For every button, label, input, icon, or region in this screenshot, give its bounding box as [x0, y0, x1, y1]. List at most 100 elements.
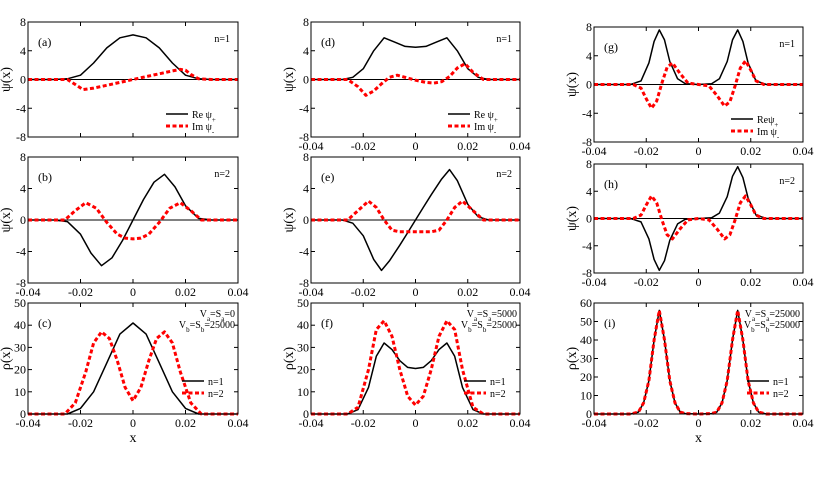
y-tick-label: -4: [582, 239, 592, 253]
plot-frame: [310, 156, 521, 284]
x-tick-label: 0.04: [510, 416, 531, 430]
y-tick-label: 30: [14, 340, 26, 354]
legend-label: Reψ+: [757, 115, 778, 129]
n-label: n=2: [496, 169, 512, 180]
x-tick-label: 0.02: [457, 139, 478, 153]
y-tick-label: -8: [582, 266, 592, 280]
x-tick-label: -0.04: [299, 285, 324, 299]
y-tick-label: -4: [16, 101, 26, 115]
y-tick-label: 4: [20, 182, 26, 196]
y-axis-label: ρ(x): [282, 347, 297, 371]
y-axis-label: ψ(x): [0, 207, 14, 232]
x-tick-label: 0.02: [175, 285, 196, 299]
legend-label: n=2: [490, 389, 506, 400]
x-tick-label: 0.02: [740, 144, 761, 158]
series-line-dashed: [28, 330, 238, 416]
y-axis-label: ψ(x): [565, 72, 580, 97]
x-tick-label: 0: [696, 416, 702, 430]
y-tick-label: 4: [303, 44, 309, 58]
legend-label: Re ψ+: [474, 110, 498, 124]
chart-panel-i: -0.04 -0.02 0 0.02 0.04 0 10 20 30 40 50 60 ρ(x) x (i)…: [565, 296, 814, 446]
y-tick-label: 0: [303, 73, 309, 87]
y-tick-label: 60: [580, 296, 592, 310]
y-tick-label: 8: [303, 150, 309, 164]
y-tick-label: 30: [580, 352, 592, 366]
parameter-annotation: Va=Sa=0: [200, 309, 235, 323]
y-tick-label: -8: [299, 130, 309, 144]
parameter-annotation: Va=Sa=25000: [745, 309, 800, 323]
chart-panel-e: -0.04 -0.02 0 0.02 0.04 -8 -4 0 4 8 ψ(x) (e) n=2: [282, 150, 531, 299]
y-tick-label: 40: [297, 318, 309, 332]
y-tick-label: 8: [20, 15, 26, 29]
plot-frame: [27, 302, 239, 415]
series-line-solid: [594, 165, 803, 272]
y-tick-label: 50: [297, 296, 309, 310]
series-line-dashed: [311, 319, 520, 416]
y-axis-label: ρ(x): [565, 347, 580, 371]
y-tick-label: -4: [582, 106, 592, 120]
y-tick-label: -4: [299, 101, 309, 115]
x-axis-label: x: [695, 431, 702, 446]
y-tick-label: -8: [16, 276, 26, 290]
parameter-annotation: Vb=Sb=25000: [461, 320, 517, 334]
y-tick-label: 0: [586, 212, 592, 226]
y-tick-label: 0: [20, 407, 26, 421]
x-tick-label: 0: [413, 416, 419, 430]
x-tick-label: 0: [696, 275, 702, 289]
y-axis-label: ψ(x): [0, 67, 14, 92]
y-tick-label: 30: [297, 340, 309, 354]
x-tick-label: 0.04: [793, 275, 814, 289]
panel-label: (i): [604, 316, 615, 330]
x-tick-label: -0.02: [68, 416, 93, 430]
panel-label: (b): [38, 170, 52, 184]
x-tick-label: -0.04: [16, 285, 41, 299]
panel-label: (a): [38, 35, 51, 49]
plot-frame: [310, 302, 521, 415]
x-tick-label: -0.04: [582, 275, 607, 289]
x-tick-label: -0.02: [634, 144, 659, 158]
x-tick-label: 0.02: [740, 416, 761, 430]
y-tick-label: 50: [14, 296, 26, 310]
panel-label: (h): [604, 177, 618, 191]
y-tick-label: 20: [14, 363, 26, 377]
series-line-solid: [594, 29, 803, 86]
y-tick-label: 0: [303, 213, 309, 227]
x-tick-label: 0.02: [740, 275, 761, 289]
x-tick-label: 0: [696, 144, 702, 158]
x-tick-label: 0: [130, 285, 136, 299]
x-tick-label: -0.04: [582, 416, 607, 430]
y-tick-label: 8: [20, 150, 26, 164]
series-line-dashed: [311, 199, 520, 234]
legend-label: Re ψ+: [192, 110, 216, 124]
x-axis-label: x: [130, 431, 137, 446]
legend-label: n=1: [773, 377, 789, 388]
y-tick-label: 10: [580, 389, 592, 403]
y-axis-label: ψ(x): [565, 206, 580, 231]
chart-panel-g: -0.04 -0.02 0 0.02 0.04 -8 -4 0 4 8 ψ(x) (g) n=1 Reψ+…: [565, 20, 814, 158]
y-tick-label: 4: [303, 182, 309, 196]
series-line-solid: [28, 34, 238, 81]
chart-panel-d: -0.04 -0.02 0 0.02 0.04 -8 -4 0 4 8 ψ(x) (d) n=1 Re ψ…: [282, 15, 531, 153]
series-line-solid: [311, 168, 520, 272]
x-tick-label: 0.04: [228, 285, 249, 299]
n-label: n=2: [779, 176, 795, 187]
series-line-solid: [311, 342, 520, 415]
x-tick-label: 0.02: [457, 416, 478, 430]
x-tick-label: 0.04: [510, 285, 531, 299]
chart-panel-b: -0.04 -0.02 0 0.02 0.04 -8 -4 0 4 8 ψ(x) (b) n=2: [0, 150, 249, 299]
x-tick-label: 0: [413, 139, 419, 153]
y-tick-label: 20: [580, 370, 592, 384]
x-tick-label: -0.04: [582, 144, 607, 158]
series-line-dashed: [594, 308, 803, 416]
plot-frame: [593, 302, 804, 415]
y-tick-label: -4: [16, 245, 26, 259]
x-tick-label: -0.04: [16, 416, 41, 430]
series-line-solid: [311, 37, 520, 81]
legend-label: n=2: [773, 389, 789, 400]
x-tick-label: 0.04: [228, 416, 249, 430]
parameter-annotation: Vb=Sb=25000: [179, 320, 235, 334]
chart-panel-f: -0.04 -0.02 0 0.02 0.04 0 10 20 30 40 50 ρ(x) (f) Va=…: [282, 296, 531, 430]
y-tick-label: -8: [16, 130, 26, 144]
series-line-dashed: [28, 201, 238, 241]
